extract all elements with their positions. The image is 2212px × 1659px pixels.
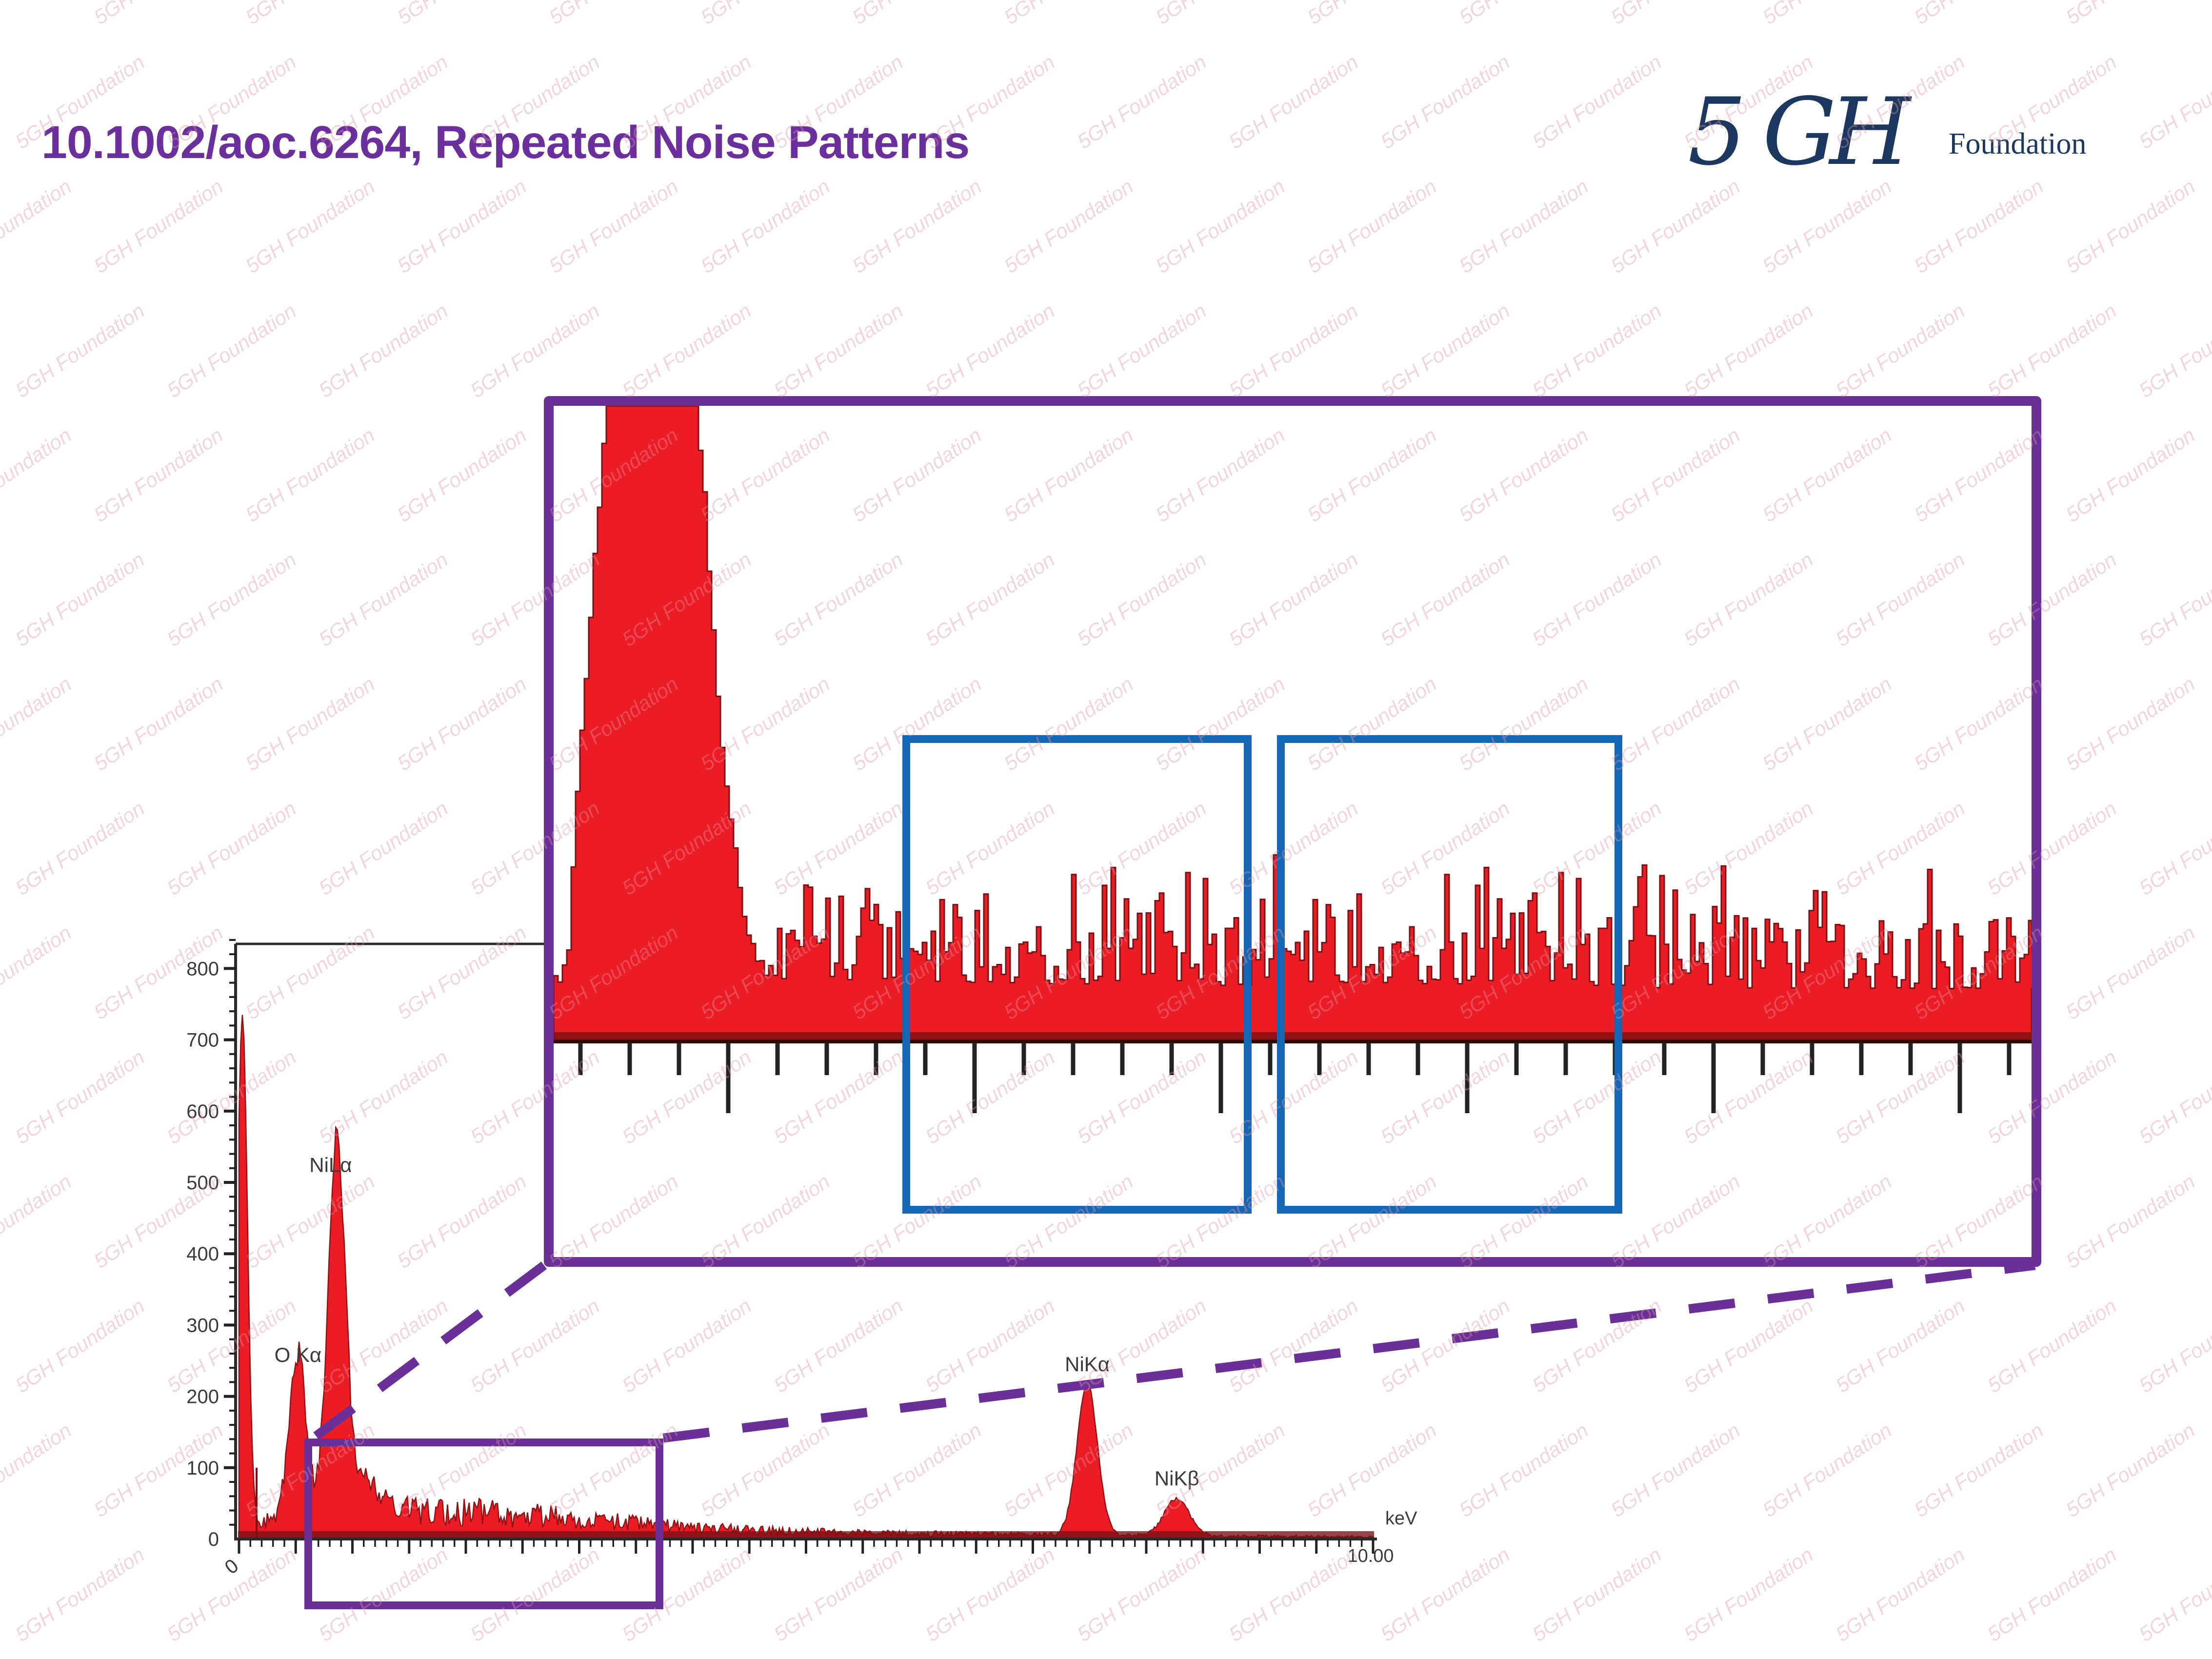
- y-axis-tick-label: 800: [186, 958, 219, 979]
- x-axis-unit-label: keV: [1385, 1508, 1417, 1529]
- repeat-noise-box-2: [1277, 735, 1622, 1214]
- zoom-inset-panel: [544, 396, 2041, 1267]
- y-axis-tick-label: 500: [186, 1172, 219, 1194]
- x-axis-label-right: 10.00: [1347, 1546, 1394, 1566]
- repeat-noise-box-1: [902, 735, 1252, 1214]
- zoom-inset-chart: [554, 406, 2032, 1214]
- y-axis-tick-label: 400: [186, 1243, 219, 1265]
- peak-label: O Kα: [275, 1343, 322, 1366]
- y-axis-tick-label: 300: [186, 1315, 219, 1336]
- peak-label: NiLα: [309, 1154, 352, 1177]
- logo-word: Foundation: [1949, 127, 2087, 160]
- inset-axis-line: [554, 1040, 2032, 1043]
- x-axis-label-left: 0: [221, 1555, 243, 1579]
- slide-title: 10.1002/aoc.6264, Repeated Noise Pattern…: [41, 117, 970, 168]
- inset-baseline-band: [554, 1032, 2032, 1040]
- y-axis-tick-label: 100: [186, 1458, 219, 1479]
- logo-script-monogram: 5 GH: [1688, 78, 1911, 186]
- peak-label: NiKα: [1065, 1353, 1110, 1376]
- y-axis-tick-label: 200: [186, 1386, 219, 1408]
- foundation-logo: 5 GH Foundation: [1683, 73, 2195, 210]
- y-axis-tick-label: 600: [186, 1101, 219, 1122]
- peak-label: NiKβ: [1155, 1467, 1199, 1490]
- spectrum-baseline-band: [238, 1531, 1374, 1539]
- y-axis-tick-label: 0: [208, 1529, 219, 1550]
- inset-noise-area: [554, 406, 2032, 1041]
- y-axis-tick-label: 700: [186, 1030, 219, 1051]
